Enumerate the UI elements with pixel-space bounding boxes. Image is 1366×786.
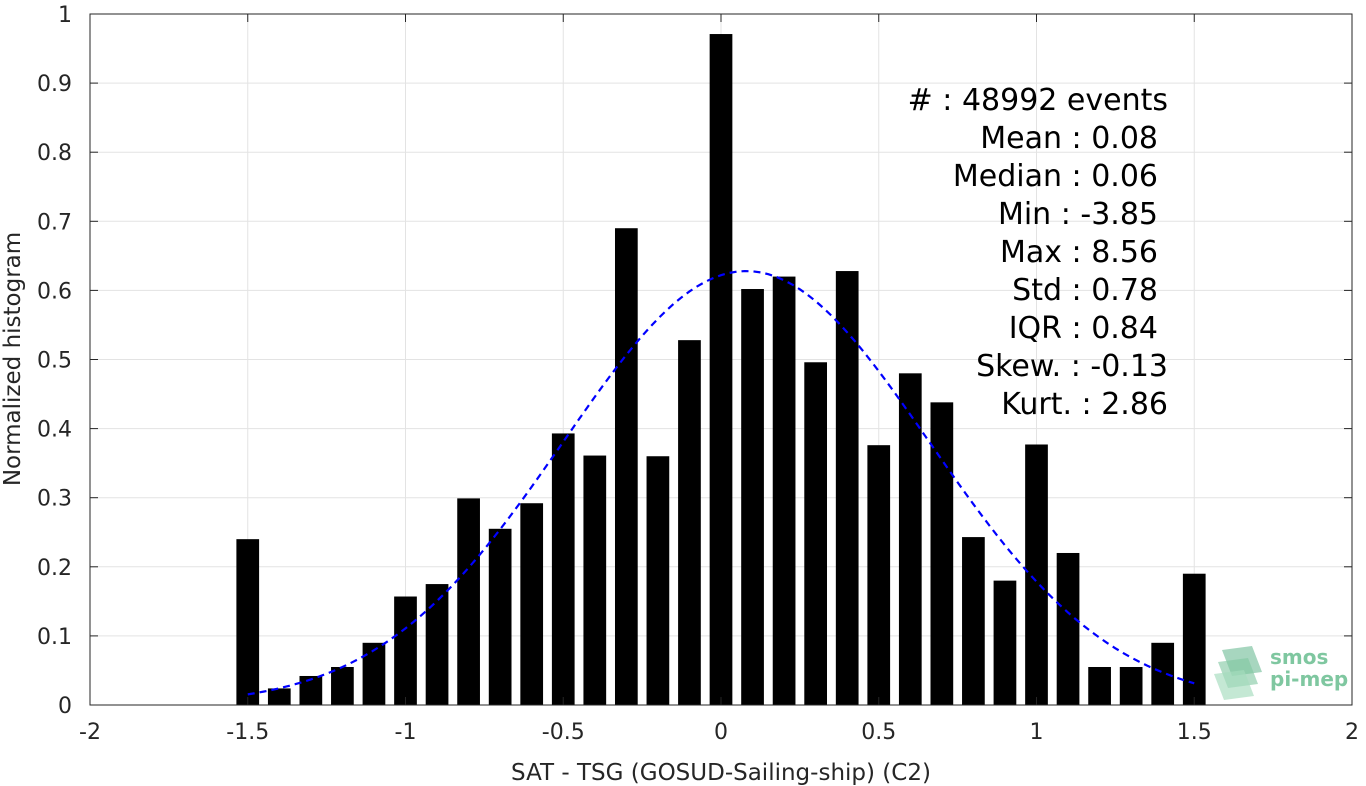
histogram-bars (236, 34, 1206, 705)
histogram-bar-18 (804, 362, 828, 705)
stat-annotation-6: IQR : 0.84 (1009, 311, 1158, 346)
histogram-bar-20 (867, 445, 891, 705)
y-tick-labels: 0 0.1 0.2 0.3 0.4 0.5 0.6 0.7 0.8 0.9 1 (37, 3, 72, 719)
histogram-bar-1 (267, 688, 291, 705)
y-tick-label: 0.2 (37, 556, 72, 581)
histogram-bar-22 (930, 402, 954, 705)
x-tick-label: -2 (79, 720, 101, 745)
y-tick-label: 0.3 (37, 487, 72, 512)
histogram-bar-12 (614, 228, 638, 705)
y-tick-label: 0.7 (37, 210, 72, 235)
y-tick-label: 0 (58, 694, 72, 719)
stat-annotation-1: Mean : 0.08 (980, 121, 1158, 156)
stat-annotation-3: Min : -3.85 (998, 197, 1158, 232)
y-tick-label: 0.6 (37, 279, 72, 304)
x-tick-labels: -2 -1.5 -1 -0.5 0 0.5 1 1.5 2 (79, 720, 1359, 745)
x-tick-label: 1.5 (1177, 720, 1212, 745)
y-tick-label: 0.5 (37, 349, 72, 374)
stat-annotation-8: Kurt. : 2.86 (1001, 387, 1168, 422)
histogram-bar-19 (835, 271, 859, 705)
logo-text-smos: smos (1270, 645, 1328, 669)
x-tick-label: -1.5 (226, 720, 269, 745)
histogram-bar-4 (362, 642, 386, 705)
histogram-bar-13 (646, 456, 670, 705)
x-tick-label: 0.5 (861, 720, 896, 745)
histogram-bar-28 (1119, 666, 1143, 705)
x-tick-label: 2 (1345, 720, 1359, 745)
logo-icon (1214, 646, 1262, 700)
histogram-bar-25 (1025, 444, 1048, 705)
y-tick-label: 0.1 (37, 625, 72, 650)
histogram-bar-15 (709, 34, 733, 705)
histogram-bar-11 (583, 455, 607, 705)
smos-pi-mep-logo: smos pi-mep (1214, 645, 1348, 700)
y-tick-label: 0.4 (37, 418, 72, 443)
histogram-bar-2 (299, 675, 323, 705)
histogram-bar-26 (1056, 552, 1080, 705)
histogram-bar-30 (1182, 573, 1206, 705)
x-tick-label: 0 (714, 720, 728, 745)
histogram-bar-8 (488, 528, 512, 705)
histogram-bar-16 (741, 289, 764, 705)
histogram-bar-17 (772, 276, 796, 705)
histogram-bar-10 (551, 433, 575, 705)
x-axis-label: SAT - TSG (GOSUD-Sailing-ship) (C2) (511, 760, 931, 786)
x-tick-label: -1 (395, 720, 417, 745)
y-tick-label: 0.9 (37, 72, 72, 97)
histogram-bar-14 (678, 340, 701, 705)
gaussian-fit-curve (247, 269, 1195, 696)
x-tick-label: -0.5 (542, 720, 585, 745)
x-tick-label: 1 (1030, 720, 1044, 745)
axes (89, 13, 1353, 706)
histogram-bar-3 (331, 666, 354, 705)
histogram-bar-23 (962, 537, 985, 705)
y-tick-label: 1 (58, 3, 72, 28)
histogram-bar-29 (1151, 642, 1175, 705)
histogram-bar-6 (425, 584, 449, 705)
histogram-bar-9 (520, 503, 544, 705)
y-axis-label: Normalized histogram (0, 232, 26, 486)
histogram-bar-5 (394, 596, 417, 705)
y-tick-label: 0.8 (37, 141, 72, 166)
histogram-bar-0 (236, 539, 260, 705)
stat-annotation-2: Median : 0.06 (953, 159, 1158, 194)
stat-annotation-4: Max : 8.56 (1000, 235, 1158, 270)
stat-annotation-7: Skew. : -0.13 (976, 349, 1168, 384)
histogram-bar-21 (898, 373, 922, 705)
histogram-bar-27 (1088, 666, 1111, 705)
stat-annotation-5: Std : 0.78 (1012, 273, 1158, 308)
histogram-bar-7 (457, 498, 480, 705)
logo-text-pimep: pi-mep (1270, 667, 1348, 691)
histogram-bar-24 (993, 580, 1017, 705)
stat-annotation-0: # : 48992 events (908, 83, 1168, 118)
